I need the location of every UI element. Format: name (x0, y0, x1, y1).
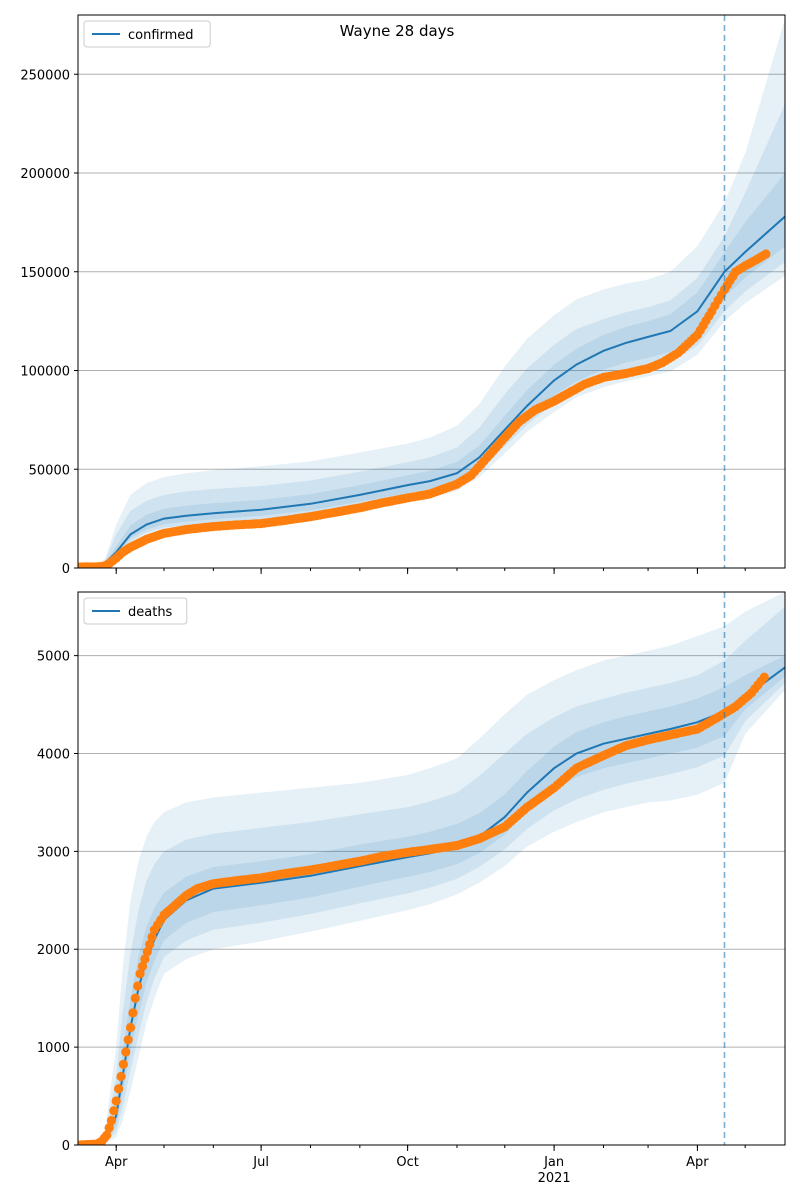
observed-point (125, 1022, 136, 1033)
observed-point (759, 672, 769, 682)
observed-point (140, 954, 150, 964)
observed-point (135, 969, 145, 979)
observed-point (116, 1071, 126, 1082)
y-tick-label: 150000 (20, 266, 70, 281)
legend-box (83, 20, 211, 48)
observed-point (109, 1106, 119, 1116)
legend-label: deaths (128, 605, 173, 620)
observed-point (145, 939, 155, 950)
observed-point (104, 1123, 114, 1133)
y-tick-label: 3000 (37, 845, 70, 860)
observed-point (118, 1059, 128, 1069)
credible-band-3 (78, 655, 785, 1145)
plot-area (78, 592, 785, 1145)
axes-frame (77, 591, 786, 1146)
observed-point (111, 1096, 121, 1106)
x-tick-label: Apr (105, 1155, 128, 1170)
observed-point (142, 947, 152, 957)
y-tick-label: 1000 (37, 1041, 70, 1056)
legend-box (83, 597, 188, 625)
observed-point (106, 1115, 116, 1126)
observed-point (133, 981, 143, 991)
observed-point (147, 932, 157, 942)
x-tick-label: Oct (396, 1155, 418, 1170)
y-tick-label: 2000 (37, 943, 70, 958)
y-tick-label: 4000 (37, 747, 70, 762)
observed-point (130, 993, 140, 1003)
credible-band-3 (78, 173, 785, 567)
y-tick-label: 100000 (20, 365, 70, 380)
observed-point (121, 1047, 131, 1057)
credible-band-2 (78, 606, 785, 1145)
legend: deaths (83, 597, 188, 625)
credible-band-2 (78, 103, 785, 568)
credible-band-1 (78, 592, 785, 1145)
x-tick-sublabel: 2021 (538, 1171, 571, 1186)
y-tick-label: 50000 (29, 463, 70, 478)
credible-band-1 (78, 18, 785, 567)
y-tick-label: 5000 (37, 650, 70, 665)
observed-point (123, 1035, 133, 1045)
y-tick-label: 0 (62, 1139, 70, 1154)
legend-label: confirmed (128, 28, 194, 43)
observed-point (761, 249, 771, 259)
y-tick-label: 0 (62, 562, 70, 577)
observed-point (137, 961, 148, 972)
observed-point (128, 1008, 138, 1018)
legend: confirmed (83, 20, 211, 48)
x-tick-label: Jul (252, 1155, 269, 1170)
x-tick-label: Apr (686, 1155, 709, 1170)
axes-frame (77, 14, 786, 569)
x-tick-label: Jan (543, 1155, 564, 1170)
figure-title: Wayne 28 days (340, 22, 455, 40)
observed-point (114, 1084, 124, 1094)
plot-area (78, 18, 785, 568)
confirmed-panel: 0 50000 100000 150000 200000 250000 confirmed (20, 14, 786, 577)
y-tick-label: 200000 (20, 167, 70, 182)
y-tick-label: 250000 (20, 68, 70, 83)
observed-point (102, 1130, 112, 1140)
model-median-line (78, 215, 785, 568)
